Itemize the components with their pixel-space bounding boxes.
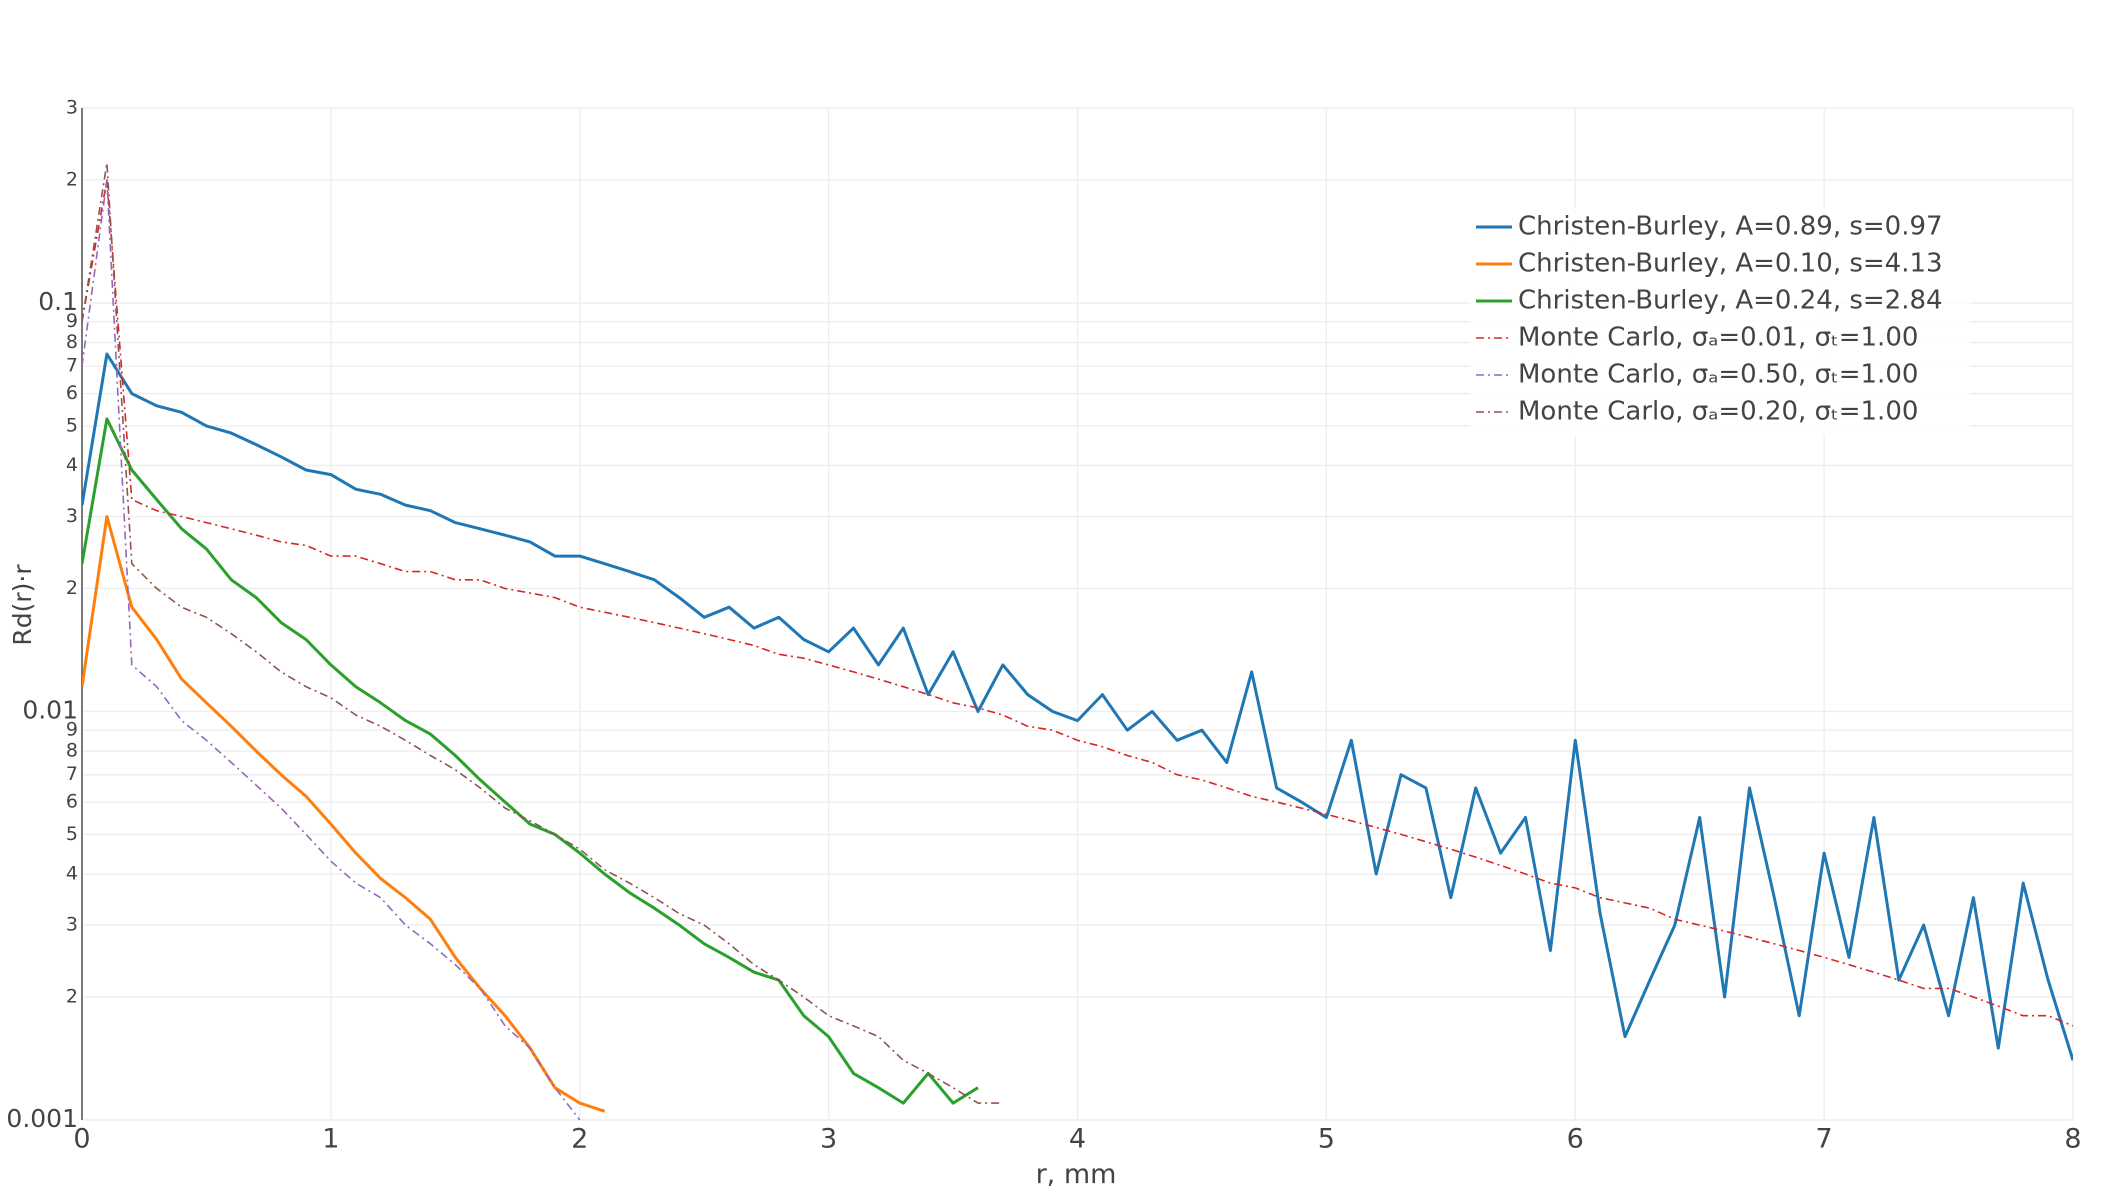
y-tick-label: 7 <box>66 763 78 785</box>
y-tick-label: 5 <box>66 823 78 845</box>
y-tick-label: 3 <box>66 914 78 936</box>
legend-label: Monte Carlo, σₐ=0.01, σₜ=1.00 <box>1518 323 1918 353</box>
y-tick-label: 4 <box>66 863 78 885</box>
x-tick-label: 8 <box>2064 1124 2081 1155</box>
series-line <box>82 417 979 1105</box>
x-tick-label: 2 <box>571 1124 588 1155</box>
legend-label: Monte Carlo, σₐ=0.50, σₜ=1.00 <box>1518 360 1918 390</box>
series-line <box>82 179 2073 1027</box>
y-tick-label: 0.01 <box>22 695 78 724</box>
legend-label: Christen-Burley, A=0.89, s=0.97 <box>1518 212 1943 242</box>
y-tick-label: 2 <box>66 986 78 1008</box>
y-tick-label: 3 <box>66 97 78 119</box>
y-tick-label: 7 <box>66 355 78 377</box>
y-tick-label: 0.1 <box>38 287 78 316</box>
legend-label: Monte Carlo, σₐ=0.20, σₜ=1.00 <box>1518 397 1918 427</box>
x-tick-label: 4 <box>1069 1124 1086 1155</box>
y-tick-label: 3 <box>66 505 78 527</box>
y-tick-label: 6 <box>66 791 78 813</box>
series-line <box>82 515 606 1113</box>
series-line <box>82 352 2073 1061</box>
y-tick-label: 8 <box>66 331 78 353</box>
y-tick-label: 4 <box>66 454 78 476</box>
y-axis-title: Rd(r)·r <box>8 564 37 646</box>
x-tick-label: 0 <box>73 1124 90 1155</box>
y-tick-label: 5 <box>66 414 78 436</box>
y-tick-label: 9 <box>66 719 78 741</box>
x-tick-label: 6 <box>1567 1124 1584 1155</box>
y-tick-label: 8 <box>66 740 78 762</box>
legend-label: Christen-Burley, A=0.10, s=4.13 <box>1518 249 1943 279</box>
legend-box <box>1470 207 1970 437</box>
x-axis-title: r, mm <box>1036 1159 1117 1186</box>
legend: Christen-Burley, A=0.89, s=0.97 Christen-… <box>1470 207 1970 437</box>
y-tick-label: 2 <box>66 168 78 190</box>
y-tick-label: 0.001 <box>6 1104 78 1133</box>
y-tick-label: 9 <box>66 310 78 332</box>
x-tick-label: 1 <box>322 1124 339 1155</box>
y-tick-label: 2 <box>66 577 78 599</box>
plot-area <box>82 162 2073 1120</box>
x-tick-label: 3 <box>820 1124 837 1155</box>
series-line <box>82 179 581 1120</box>
y-tick-label: 6 <box>66 382 78 404</box>
x-tick-label: 7 <box>1816 1124 1833 1155</box>
x-tick-label: 5 <box>1318 1124 1335 1155</box>
series-line <box>82 162 1003 1104</box>
legend-label: Christen-Burley, A=0.24, s=2.84 <box>1518 286 1943 316</box>
